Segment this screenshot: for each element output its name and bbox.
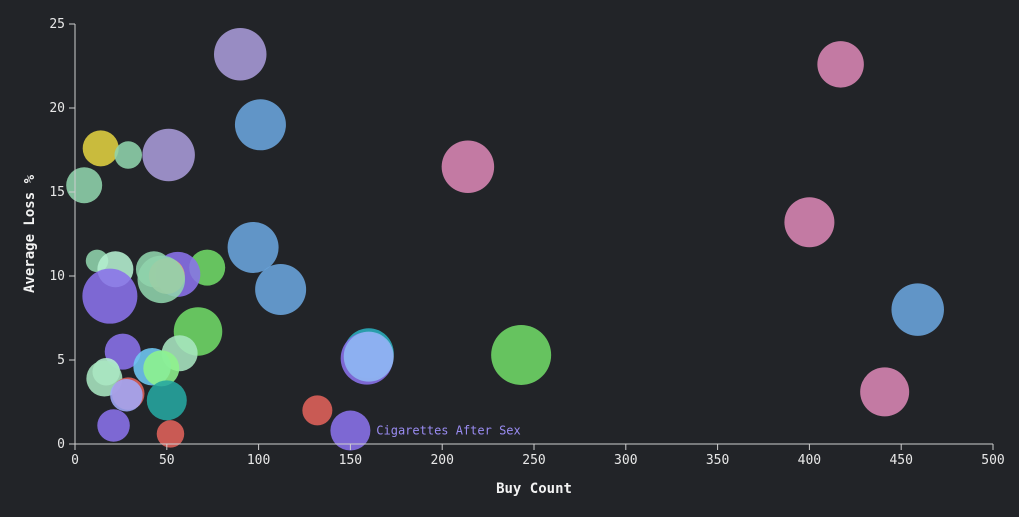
x-tick-label: 150 <box>339 453 362 468</box>
bubble-point <box>82 130 119 167</box>
point-annotation: Cigarettes After Sex <box>376 424 521 438</box>
bubble-point <box>234 99 286 151</box>
y-tick-label: 10 <box>49 269 65 284</box>
bubble-point <box>156 420 185 448</box>
y-tick-label: 15 <box>49 185 65 200</box>
bubble-point <box>146 380 187 421</box>
x-tick-label: 200 <box>430 453 453 468</box>
bubble-point <box>110 379 143 412</box>
bubble-point <box>817 41 864 88</box>
y-tick-label: 25 <box>49 17 65 32</box>
x-tick-label: 300 <box>614 453 637 468</box>
bubble-point <box>97 409 130 442</box>
bubble-point <box>441 140 495 194</box>
x-tick-label: 50 <box>159 453 175 468</box>
bubble-point <box>114 141 142 169</box>
bubble-point <box>227 221 279 273</box>
bubble-point <box>330 410 371 451</box>
bubble-point <box>213 27 267 81</box>
bubble-point <box>137 255 186 304</box>
bubble-point <box>302 395 333 426</box>
x-tick-label: 350 <box>706 453 729 468</box>
bubble-point <box>255 263 307 315</box>
x-tick-label: 250 <box>522 453 545 468</box>
bubble-point <box>142 128 195 182</box>
x-tick-label: 450 <box>889 453 912 468</box>
x-tick-label: 100 <box>247 453 270 468</box>
bubble-point <box>491 324 552 385</box>
bubble-point <box>891 283 944 336</box>
y-tick-label: 0 <box>57 437 65 452</box>
bubble-point <box>82 268 138 324</box>
bubble-point <box>784 197 835 248</box>
x-axis-title: Buy Count <box>496 481 572 497</box>
bubble-point <box>66 167 103 204</box>
bubble-point <box>860 367 910 417</box>
y-tick-label: 5 <box>57 353 65 368</box>
y-tick-label: 20 <box>49 101 65 116</box>
bubble-point <box>143 350 180 387</box>
x-tick-label: 0 <box>71 453 79 468</box>
x-tick-label: 500 <box>981 453 1004 468</box>
x-tick-label: 400 <box>798 453 821 468</box>
bubble-point <box>343 331 394 382</box>
y-axis-title: Average Loss % <box>22 174 38 293</box>
